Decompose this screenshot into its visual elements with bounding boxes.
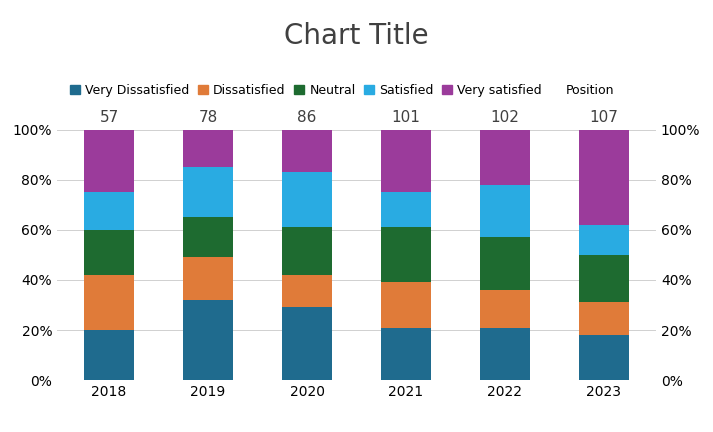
Bar: [579, 225, 629, 255]
Text: 78: 78: [198, 110, 217, 124]
Bar: [381, 192, 431, 227]
Bar: [183, 257, 232, 300]
Text: 86: 86: [297, 110, 317, 124]
Bar: [183, 167, 232, 217]
Bar: [481, 130, 530, 185]
Bar: [84, 130, 134, 192]
Bar: [579, 130, 629, 225]
Bar: [579, 302, 629, 335]
Bar: [282, 172, 332, 227]
Text: Chart Title: Chart Title: [284, 22, 429, 50]
Text: 107: 107: [590, 110, 618, 124]
Bar: [481, 237, 530, 290]
Bar: [381, 283, 431, 327]
Bar: [183, 300, 232, 380]
Bar: [84, 275, 134, 330]
Text: 101: 101: [391, 110, 421, 124]
Bar: [84, 192, 134, 230]
Bar: [481, 185, 530, 237]
Bar: [282, 308, 332, 380]
Bar: [282, 227, 332, 275]
Bar: [579, 335, 629, 380]
Bar: [481, 290, 530, 327]
Bar: [579, 255, 629, 302]
Bar: [282, 275, 332, 308]
Text: 102: 102: [491, 110, 520, 124]
Bar: [381, 130, 431, 192]
Bar: [381, 327, 431, 380]
Bar: [84, 230, 134, 275]
Bar: [481, 327, 530, 380]
Bar: [381, 227, 431, 283]
Bar: [84, 330, 134, 380]
Bar: [282, 130, 332, 172]
Bar: [183, 217, 232, 257]
Legend: Very Dissatisfied, Dissatisfied, Neutral, Satisfied, Very satisfied, Position: Very Dissatisfied, Dissatisfied, Neutral…: [70, 84, 615, 97]
Bar: [183, 130, 232, 167]
Text: 57: 57: [99, 110, 118, 124]
